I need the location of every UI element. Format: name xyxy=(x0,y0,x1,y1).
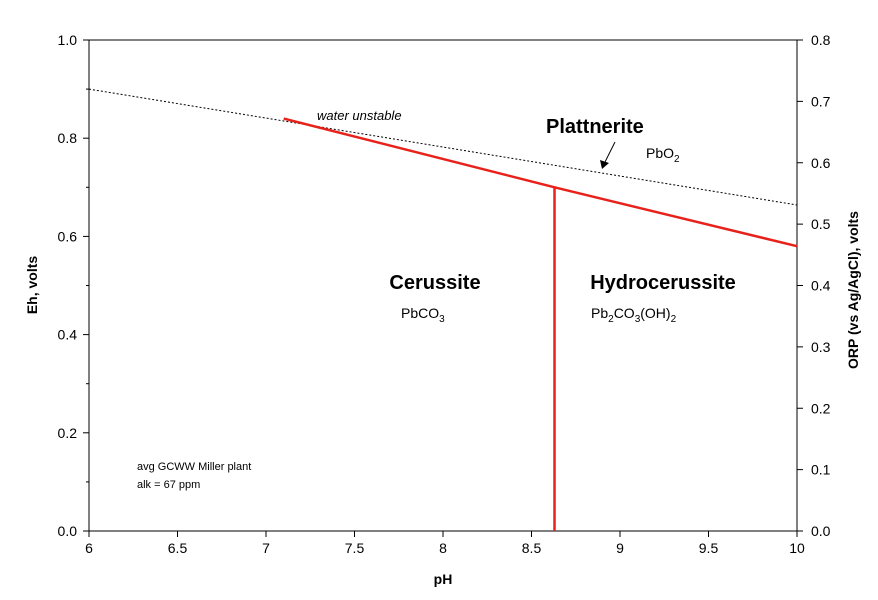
y2-tick-label: 0.0 xyxy=(811,523,831,539)
hc-formula-sub2: 3 xyxy=(635,314,641,325)
y2-axis-title: ORP (vs Ag/AgCl), volts xyxy=(845,211,861,369)
note-alkalinity: alk = 67 ppm xyxy=(137,479,200,491)
cerussite-formula-main: PbCO xyxy=(401,305,439,321)
hc-formula-pb: Pb xyxy=(591,305,608,321)
plattnerite-arrow xyxy=(600,141,616,169)
y-tick-label: 0.6 xyxy=(58,228,78,244)
arrow-shaft xyxy=(604,141,616,163)
hc-formula-sub3: 2 xyxy=(671,314,677,325)
hc-formula-sub1: 2 xyxy=(608,314,614,325)
y2-tick-label: 0.4 xyxy=(811,278,831,294)
y-axis-title: Eh, volts xyxy=(24,256,40,315)
hc-formula-oh: (OH) xyxy=(640,305,670,321)
y2-tick-label: 0.6 xyxy=(811,155,831,171)
series-lines xyxy=(88,88,798,531)
x-axis-title: pH xyxy=(434,571,453,587)
y2-tick-label: 0.8 xyxy=(811,32,831,48)
x-tick-label: 7.5 xyxy=(345,540,365,556)
y2-tick-label: 0.3 xyxy=(811,339,831,355)
plattnerite-formula-main: PbO xyxy=(646,145,674,161)
y-tick-label: 0.4 xyxy=(58,327,78,343)
cerussite-label: Cerussite xyxy=(389,272,480,294)
hc-formula-co: CO xyxy=(614,305,635,321)
y-tick-label: 1.0 xyxy=(58,32,78,48)
plattnerite-formula-subscript: 2 xyxy=(674,154,680,165)
plot-area xyxy=(88,39,798,532)
x-tick-label: 8 xyxy=(439,540,447,556)
y2-tick-label: 0.1 xyxy=(811,462,831,478)
cerussite-formula: PbCO3 xyxy=(401,305,445,325)
y2-tick-label: 0.2 xyxy=(811,400,831,416)
plattnerite-label: Plattnerite xyxy=(546,116,644,138)
x-tick-label: 6.5 xyxy=(168,540,188,556)
arrow-head xyxy=(600,160,609,169)
x-tick-label: 9 xyxy=(616,540,624,556)
y2-tick-label: 0.5 xyxy=(811,216,831,232)
plattnerite-formula: PbO2 xyxy=(646,145,680,165)
x-tick-label: 10 xyxy=(789,540,805,556)
y-axis-ticks: 0.0 0.2 0.4 0.6 0.8 1.0 xyxy=(58,32,89,539)
y-tick-label: 0.0 xyxy=(58,523,78,539)
x-tick-label: 9.5 xyxy=(699,540,719,556)
y-tick-label: 0.2 xyxy=(58,425,78,441)
hydrocerussite-label: Hydrocerussite xyxy=(590,272,736,294)
water-unstable-label: water unstable xyxy=(317,108,402,123)
x-tick-label: 7 xyxy=(262,540,270,556)
x-axis-ticks: 6 6.5 7 7.5 8 8.5 9 9.5 10 xyxy=(85,531,805,556)
note-plant: avg GCWW Miller plant xyxy=(137,461,251,473)
y-tick-label: 0.8 xyxy=(58,130,78,146)
water-stability-line xyxy=(88,88,798,206)
x-tick-label: 8.5 xyxy=(522,540,542,556)
y2-axis-ticks: 0.0 0.1 0.2 0.3 0.4 0.5 0.6 0.7 0.8 xyxy=(797,32,831,539)
cerussite-formula-subscript: 3 xyxy=(439,314,445,325)
hydrocerussite-formula: Pb2CO3(OH)2 xyxy=(591,305,677,325)
x-tick-label: 6 xyxy=(85,540,93,556)
y2-tick-label: 0.7 xyxy=(811,93,831,109)
